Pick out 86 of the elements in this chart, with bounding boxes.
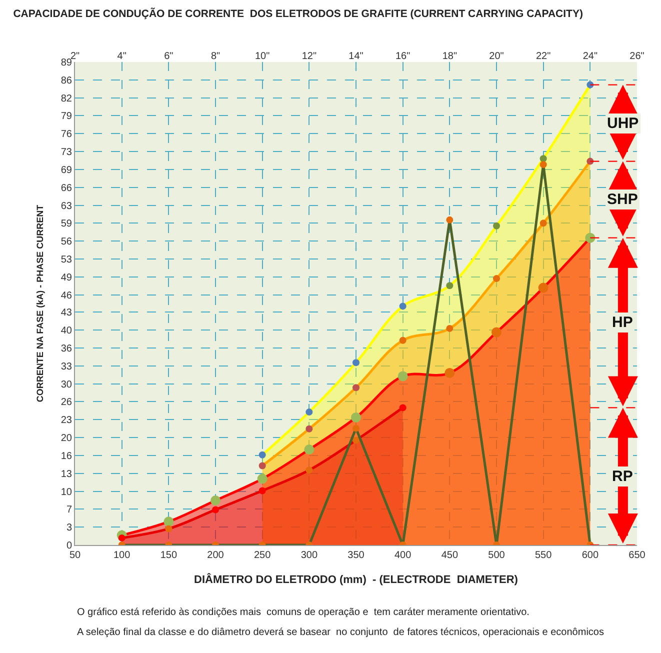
x-tick-label: 500 xyxy=(488,550,506,561)
y-tick-label: 73 xyxy=(60,147,72,158)
point xyxy=(399,404,406,412)
point xyxy=(257,474,268,484)
y-tick-label: 89 xyxy=(60,58,72,68)
y-tick-label: 16 xyxy=(60,450,72,462)
x2-tick-label: 24" xyxy=(582,51,598,62)
y-tick-label: 0 xyxy=(66,540,72,552)
annotation: UHP xyxy=(607,115,639,132)
annotation: HP xyxy=(612,314,633,331)
y-tick-label: 69 xyxy=(60,164,72,176)
point xyxy=(210,496,220,506)
point xyxy=(399,302,406,310)
point xyxy=(351,412,361,422)
x2-tick-label: 10" xyxy=(254,51,270,62)
x-tick-label: 400 xyxy=(394,550,412,561)
point xyxy=(398,371,408,382)
y-tick-label: 56 xyxy=(60,236,72,248)
x2-tick-label: 2" xyxy=(70,51,80,62)
point xyxy=(164,516,174,527)
point xyxy=(540,161,547,168)
point xyxy=(493,222,500,230)
y-tick-label: 3 xyxy=(66,522,72,534)
y-tick-label: 49 xyxy=(60,272,72,284)
x2-tick-label: 4" xyxy=(117,51,127,62)
y-tick-label: 79 xyxy=(60,111,72,122)
x2-tick-label: 20" xyxy=(489,51,504,62)
x2-tick-label: 16" xyxy=(395,51,411,62)
y-axis-title: CORRENTE NA FASE (kA) - PHASE CURRENT xyxy=(35,204,46,402)
point xyxy=(306,408,313,416)
y-tick-label: 53 xyxy=(60,254,72,266)
x-tick-label: 450 xyxy=(441,550,458,561)
point xyxy=(306,425,313,432)
x-tick-label: 200 xyxy=(207,550,224,561)
x2-tick-label: 6" xyxy=(164,51,174,62)
chart-title: CAPACIDADE DE CONDUÇÃO DE CORRENTE DOS ELETRODOS DE GRAFITE (CURRENT CARRYING CAPACITY) xyxy=(13,7,583,20)
y-tick-label: 76 xyxy=(60,129,72,140)
point xyxy=(258,462,266,470)
annotation: RP xyxy=(612,468,633,485)
x-axis-title: DIÂMETRO DO ELETRODO (mm) - (ELECTRODE DIAMETER) xyxy=(194,573,518,586)
x2-tick-label: 12" xyxy=(302,51,317,62)
x-tick-label: 250 xyxy=(254,550,272,561)
y-tick-label: 86 xyxy=(60,75,72,86)
x2-tick-label: 8" xyxy=(210,51,220,62)
point xyxy=(304,444,314,454)
y-tick-label: 66 xyxy=(60,182,72,194)
y-tick-label: 36 xyxy=(60,344,72,354)
x-tick-label: 350 xyxy=(348,550,365,561)
point xyxy=(118,534,126,542)
y-tick-label: 46 xyxy=(60,290,72,302)
y-tick-label: 23 xyxy=(60,415,72,426)
x2-tick-label: 26" xyxy=(630,51,645,62)
y-tick-label: 43 xyxy=(60,308,72,319)
y-tick-label: 13 xyxy=(60,468,72,480)
point xyxy=(540,155,547,162)
x-tick-label: 600 xyxy=(582,550,599,561)
y-tick-label: 63 xyxy=(60,200,72,212)
y-tick-label: 40 xyxy=(60,326,72,337)
point xyxy=(258,487,266,494)
point xyxy=(352,359,360,366)
y-tick-label: 33 xyxy=(60,361,72,372)
y-tick-label: 82 xyxy=(60,93,72,104)
y-tick-label: 59 xyxy=(60,218,72,230)
text: A seleção final da classe e do diâmetro deverá se basear no conjunto de fatores técnicos, operacionais e econômicos xyxy=(77,627,604,638)
point xyxy=(258,451,266,458)
x-tick-label: 100 xyxy=(113,550,131,561)
y-tick-label: 30 xyxy=(60,379,72,390)
x2-tick-label: 14" xyxy=(348,51,364,62)
point xyxy=(446,216,454,224)
x-tick-label: 300 xyxy=(300,550,318,561)
x-tick-label: 650 xyxy=(628,550,646,561)
point xyxy=(446,282,454,290)
x-tick-label: 550 xyxy=(534,550,552,561)
point xyxy=(352,384,360,392)
point xyxy=(352,424,360,432)
y-tick-label: 26 xyxy=(60,397,72,408)
annotation: SHP xyxy=(607,191,638,208)
x-tick-label: 150 xyxy=(160,550,178,561)
y-tick-label: 10 xyxy=(60,486,72,498)
x-tick-label: 50 xyxy=(69,550,81,561)
point xyxy=(212,506,219,514)
x2-tick-label: 18" xyxy=(442,51,458,62)
y-tick-label: 7 xyxy=(66,504,72,516)
y-tick-label: 20 xyxy=(60,433,72,444)
text: O gráfico está referido às condições mais comuns de operação e tem caráter meramente orientativo. xyxy=(77,607,530,618)
x2-tick-label: 22" xyxy=(536,51,552,62)
